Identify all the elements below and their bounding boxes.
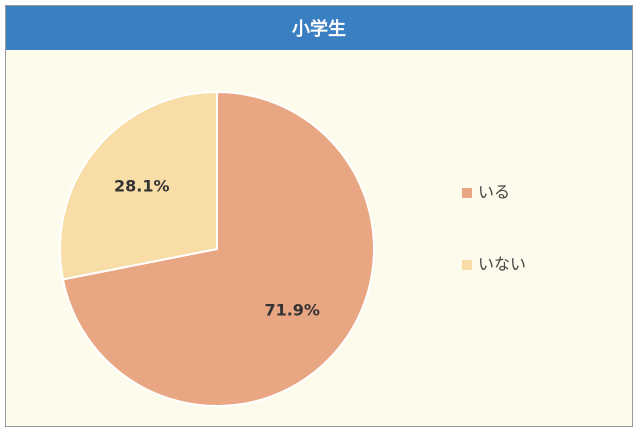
data-label: 71.9% bbox=[264, 300, 320, 319]
chart-panel: 小学生 71.9% 28.1% いるいない bbox=[5, 5, 633, 427]
legend-swatch bbox=[462, 260, 472, 270]
legend-label: いない bbox=[478, 255, 526, 274]
chart-title: 小学生 bbox=[6, 6, 632, 50]
legend-label: いる bbox=[478, 183, 510, 202]
pie-slice bbox=[61, 90, 375, 407]
data-label: 28.1% bbox=[114, 177, 170, 196]
legend-swatch bbox=[462, 188, 472, 198]
pie-slice bbox=[59, 90, 218, 281]
